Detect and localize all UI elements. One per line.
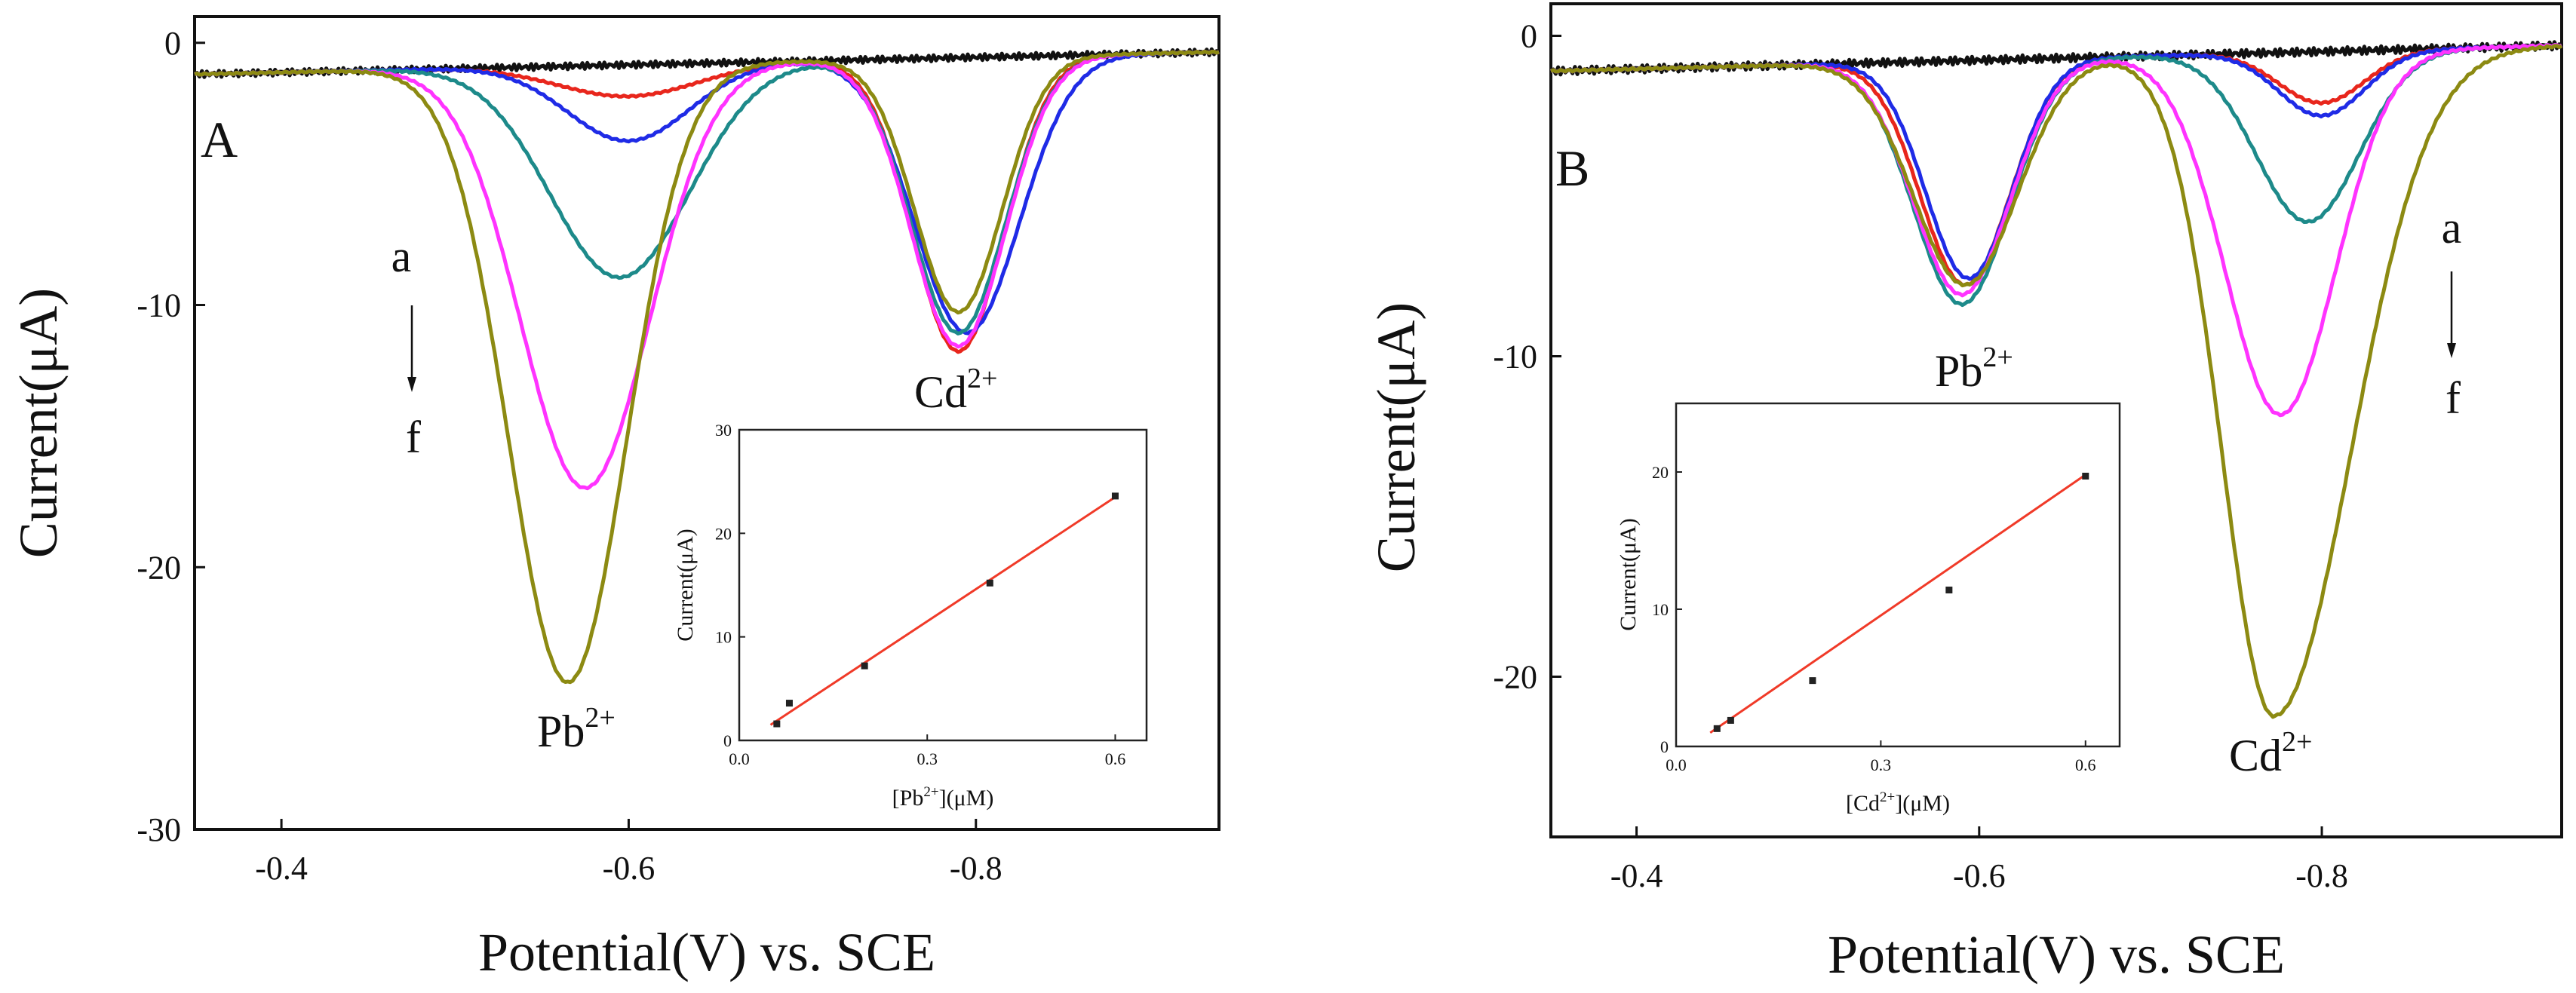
panel-b-inset-y-tick-label: 20 bbox=[1652, 463, 1669, 482]
panel-a-x-tick-label: -0.4 bbox=[255, 850, 308, 887]
panel-a-curve-c bbox=[194, 49, 1220, 336]
panel-b-inset-x-tick-label: 0.3 bbox=[1871, 755, 1892, 774]
panel-b-curve-f bbox=[1550, 44, 2563, 719]
panel-b-inset: 0 10 20 0.0 0.3 0.6 [Cd2+](μM) Current(μA) bbox=[1616, 402, 2121, 816]
panel-b-x-tick-label: -0.8 bbox=[2295, 857, 2348, 894]
panel-b-inset-y-tick-label: 0 bbox=[1660, 737, 1669, 756]
panel-a-pb-peak-label: Pb2+ bbox=[537, 702, 616, 756]
panel-a-x-tick-label: -0.8 bbox=[950, 850, 1002, 887]
panel-a-inset-y-tick-label: 0 bbox=[723, 731, 732, 750]
panel-b-inset-x-label: [Cd2+](μM) bbox=[1846, 789, 1950, 816]
panel-a-inset-data-point bbox=[861, 662, 868, 670]
panel-a-inset-y-label: Current(μA) bbox=[673, 529, 698, 641]
panel-b-x-tick-label: -0.6 bbox=[1953, 857, 2006, 894]
panel-a-inset-y-tick-label: 10 bbox=[715, 628, 732, 647]
panel-b-inset-plot bbox=[1709, 472, 2089, 734]
panel-a-inset-data-point bbox=[773, 720, 781, 728]
panel-a-inset-y-ticks: 0 10 20 30 bbox=[715, 421, 745, 750]
panel-b-y-tick-label: -20 bbox=[1493, 659, 1537, 696]
panel-b-inset-data-point bbox=[2082, 472, 2089, 480]
panel-a-x-axis-label: Potential(V) vs. SCE bbox=[478, 922, 935, 982]
panel-b-series-end-label: f bbox=[2446, 373, 2461, 423]
panel-b-inset-data-point bbox=[1727, 716, 1734, 724]
panel-b-inset-x-tick-label: 0.0 bbox=[1666, 755, 1687, 774]
panel-b-y-tick-label: 0 bbox=[1521, 18, 1537, 55]
panel-b-inset-fit-line bbox=[1709, 474, 2086, 734]
panel-a-inset-x-tick-label: 0.3 bbox=[916, 749, 938, 768]
panel-a-inset-y-tick-label: 20 bbox=[715, 524, 732, 543]
panel-b-inset-x-tick-label: 0.6 bbox=[2075, 755, 2096, 774]
panel-b: 0 -10 -20 -0.4 -0.6 -0.8 B a f Pb2+ Cd2+ Pot… bbox=[1366, 2, 2563, 985]
panel-a-inset-x-label: [Pb2+](μM) bbox=[892, 784, 994, 811]
panel-b-y-axis-label: Current(μA) bbox=[1366, 302, 1426, 573]
panel-b-curve-c bbox=[1550, 43, 2563, 281]
panel-b-inset-data-point bbox=[1713, 725, 1721, 732]
panel-a-series-start-label: a bbox=[391, 231, 412, 281]
panel-a-y-tick-label: -30 bbox=[137, 811, 181, 848]
panel-b-curve-b bbox=[1550, 43, 2563, 287]
panel-a-curve-e bbox=[194, 49, 1220, 491]
panel-b-inset-data-point bbox=[1809, 677, 1816, 685]
panel-b-curve-e bbox=[1550, 43, 2563, 418]
panel-a-inset-x-tick-label: 0.6 bbox=[1105, 749, 1126, 768]
panel-a-y-ticks: 0 -10 -20 -30 bbox=[137, 25, 205, 848]
panel-b-series-arrowhead bbox=[2447, 343, 2456, 358]
panel-b-y-ticks: 0 -10 -20 bbox=[1493, 18, 1561, 696]
panel-a-letter: A bbox=[201, 111, 238, 168]
panel-a-inset-plot bbox=[769, 492, 1119, 728]
panel-a-series-end-label: f bbox=[406, 412, 421, 462]
panel-b-inset-x-ticks: 0.0 0.3 0.6 bbox=[1666, 740, 2096, 774]
panel-a-inset-data-point bbox=[785, 700, 793, 707]
panel-b-x-axis-label: Potential(V) vs. SCE bbox=[1828, 924, 2285, 985]
panel-a-inset-y-tick-label: 30 bbox=[715, 421, 732, 440]
panel-b-x-ticks: -0.4 -0.6 -0.8 bbox=[1610, 826, 2348, 894]
panel-a-inset-frame bbox=[738, 428, 1148, 742]
panel-b-inset-y-tick-label: 10 bbox=[1652, 600, 1669, 619]
panel-b-inset-data-point bbox=[1945, 587, 1953, 594]
panel-a-frame bbox=[193, 15, 1220, 831]
panel-a-x-tick-label: -0.6 bbox=[603, 850, 656, 887]
panel-b-curves bbox=[1549, 40, 2563, 719]
panel-a-inset-data-point bbox=[986, 579, 993, 587]
panel-b-y-tick-label: -10 bbox=[1493, 339, 1537, 375]
panel-a-cd-peak-label: Cd2+ bbox=[914, 363, 997, 417]
panel-b-letter: B bbox=[1555, 139, 1589, 197]
panel-a-y-tick-label: -10 bbox=[137, 287, 181, 324]
panel-a-inset-x-ticks: 0.0 0.3 0.6 bbox=[729, 734, 1125, 768]
panel-b-cd-peak-label: Cd2+ bbox=[2229, 726, 2312, 780]
panel-a-inset-data-point bbox=[1111, 492, 1119, 500]
panel-a-inset: 0 10 20 30 0.0 0.3 0.6 [Pb2+](μM) Current(μA) bbox=[673, 421, 1148, 811]
panel-b-inset-y-label: Current(μA) bbox=[1616, 518, 1641, 630]
panel-a-inset-fit-line bbox=[769, 496, 1116, 726]
panel-a-curve-d bbox=[194, 49, 1220, 336]
panel-a: 0-10-20-30 -0.4 -0.6 -0.8 A a f Pb2+ Cd2+ … bbox=[8, 15, 1220, 982]
panel-b-inset-y-ticks: 0 10 20 bbox=[1652, 463, 1682, 756]
panel-a-inset-x-tick-label: 0.0 bbox=[729, 749, 750, 768]
panel-a-y-axis-label: Current(μA) bbox=[8, 288, 69, 559]
panel-a-y-tick-label: -20 bbox=[137, 549, 181, 586]
panel-a-x-ticks: -0.4 -0.6 -0.8 bbox=[255, 819, 1002, 887]
panel-b-inset-frame bbox=[1675, 402, 2121, 748]
panel-b-x-tick-label: -0.4 bbox=[1610, 857, 1663, 894]
panel-b-frame bbox=[1549, 2, 2563, 838]
panel-b-pb-peak-label: Pb2+ bbox=[1935, 342, 2013, 396]
panel-a-curve-f bbox=[194, 49, 1220, 685]
panel-a-y-tick-label: 0 bbox=[164, 25, 181, 62]
panel-b-series-start-label: a bbox=[2442, 203, 2462, 253]
panel-a-series-arrowhead bbox=[407, 377, 416, 392]
panel-a-curves bbox=[193, 47, 1220, 685]
